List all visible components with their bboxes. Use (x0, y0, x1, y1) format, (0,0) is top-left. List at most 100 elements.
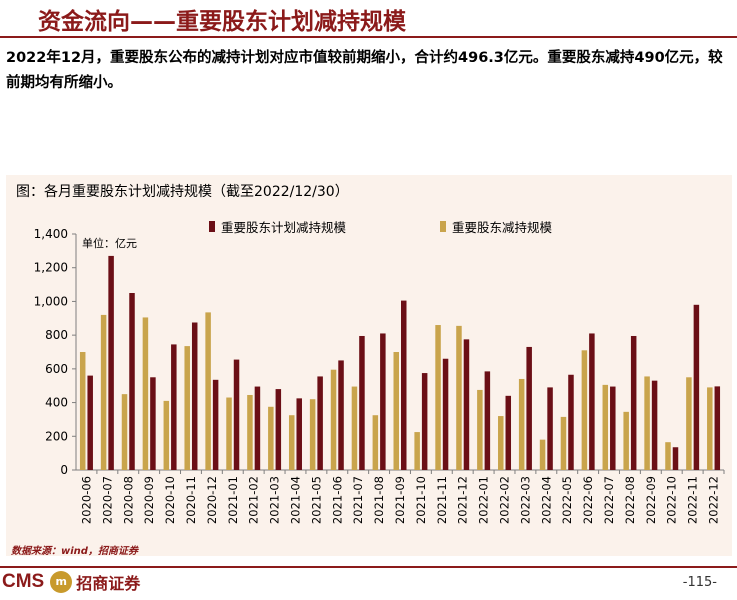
bar-planned (505, 395, 512, 470)
bar-actual (581, 350, 588, 470)
bar-actual (226, 397, 232, 470)
chart-title: 图：各月重要股东计划减持规模（截至2022/12/30） (16, 184, 349, 200)
x-tick-label: 2020-08 (121, 476, 135, 524)
bar-planned (233, 359, 240, 470)
legend-item-actual: 重要股东减持规模 (440, 217, 552, 236)
bar-actual (247, 394, 253, 470)
page-title: 资金流向——重要股东计划减持规模 (38, 9, 406, 35)
logo-company-name: 招商证券 (76, 574, 141, 593)
x-tick-label: 2021-10 (414, 476, 428, 524)
bar-actual (518, 378, 525, 470)
x-tick-label: 2022-07 (602, 476, 616, 524)
page-number: -115- (682, 575, 717, 590)
bar-actual (686, 377, 692, 470)
legend-swatch-actual (440, 221, 446, 232)
bar-planned (171, 344, 177, 470)
x-tick-label: 2021-02 (247, 476, 261, 524)
bar-actual (205, 312, 211, 470)
y-tick-label: 400 (45, 396, 68, 410)
x-tick-label: 2021-12 (456, 476, 470, 524)
bar-planned (693, 304, 700, 470)
x-tick-label: 2021-01 (226, 476, 240, 524)
bar-actual (142, 317, 149, 470)
bar-planned (296, 398, 302, 470)
x-tick-label: 2020-10 (163, 476, 177, 524)
bar-planned (317, 376, 323, 470)
bar-actual (351, 386, 358, 470)
y-tick-label: 1,400 (34, 227, 68, 241)
bar-actual (100, 314, 107, 470)
bar-actual (330, 369, 337, 470)
x-tick-label: 2020-11 (184, 476, 198, 524)
bar-planned (463, 339, 470, 470)
legend-item-planned: 重要股东计划减持规模 (209, 217, 346, 236)
x-tick-label: 2021-03 (268, 476, 282, 524)
x-tick-label: 2022-06 (581, 476, 595, 524)
x-tick-label: 2021-05 (309, 476, 323, 524)
logo-mark-icon: m (50, 571, 73, 593)
bar-planned (442, 358, 449, 470)
bar-planned (150, 377, 156, 470)
bar-actual (477, 389, 483, 470)
title-divider (0, 36, 737, 38)
data-source: 数据来源：wind，招商证券 (11, 546, 138, 557)
x-tick-label: 2022-08 (623, 476, 637, 524)
bar-planned (651, 380, 658, 470)
bar-planned (338, 360, 344, 470)
x-tick-label: 2022-04 (539, 476, 553, 524)
bar-actual (184, 346, 190, 470)
bar-actual (644, 376, 650, 470)
bar-planned (87, 375, 93, 470)
bar-planned (526, 346, 532, 470)
bar-planned (568, 374, 574, 470)
bar-planned (547, 387, 553, 470)
x-tick-label: 2021-06 (330, 476, 344, 524)
bar-actual (623, 411, 629, 470)
bar-planned (359, 335, 365, 470)
x-tick-label: 2022-03 (518, 476, 532, 524)
bar-actual (393, 352, 399, 470)
bar-planned (421, 373, 428, 470)
x-tick-label: 2021-07 (351, 476, 365, 524)
x-tick-label: 2021-08 (372, 476, 386, 524)
x-tick-label: 2021-04 (288, 476, 302, 524)
bar-planned (714, 386, 721, 470)
bar-actual (498, 416, 504, 470)
logo-cms-text: CMS (2, 571, 45, 592)
bar-actual (268, 406, 274, 470)
summary-text: 2022年12月，重要股东公布的减持计划对应市值较前期缩小，合计约496.3亿元… (6, 50, 723, 91)
x-tick-label: 2020-09 (142, 476, 156, 524)
x-tick-label: 2022-12 (707, 476, 721, 524)
x-tick-label: 2020-06 (79, 476, 93, 524)
bar-actual (79, 352, 86, 470)
bar-actual (163, 400, 170, 470)
x-tick-label: 2020-12 (205, 476, 219, 524)
x-tick-label: 2022-09 (644, 476, 658, 524)
bar-planned (380, 333, 386, 470)
cms-logo: CMS m 招商证券 (2, 570, 140, 594)
bar-planned (212, 379, 219, 470)
bar-planned (672, 447, 679, 470)
bar-actual (456, 325, 462, 470)
bar-actual (560, 416, 567, 470)
chart-panel: 图：各月重要股东计划减持规模（截至2022/12/30） 重要股东计划减持规模 … (6, 175, 732, 556)
bar-actual (372, 415, 379, 470)
bar-actual (539, 439, 546, 470)
bar-actual (414, 432, 420, 470)
bar-chart: 0 200 400 600 800 1,000 1,200 1,400 2020-06 2020-… (34, 227, 725, 524)
y-tick-label: 800 (45, 328, 68, 342)
x-tick-label: 2021-11 (435, 476, 449, 524)
y-tick-label: 600 (45, 362, 68, 376)
x-tick-label: 2022-02 (498, 476, 512, 524)
bar-actual (665, 442, 671, 470)
bar-actual (602, 384, 609, 470)
x-tick-label: 2021-09 (393, 476, 407, 524)
bar-planned (129, 293, 135, 470)
bar-actual (121, 394, 128, 470)
bar-planned (484, 371, 491, 470)
x-tick-label: 2022-01 (477, 476, 491, 524)
y-tick-label: 1,200 (34, 261, 68, 275)
x-tick-label: 2022-05 (560, 476, 574, 524)
bar-planned (630, 335, 637, 470)
legend-label-actual: 重要股东减持规模 (452, 220, 553, 235)
